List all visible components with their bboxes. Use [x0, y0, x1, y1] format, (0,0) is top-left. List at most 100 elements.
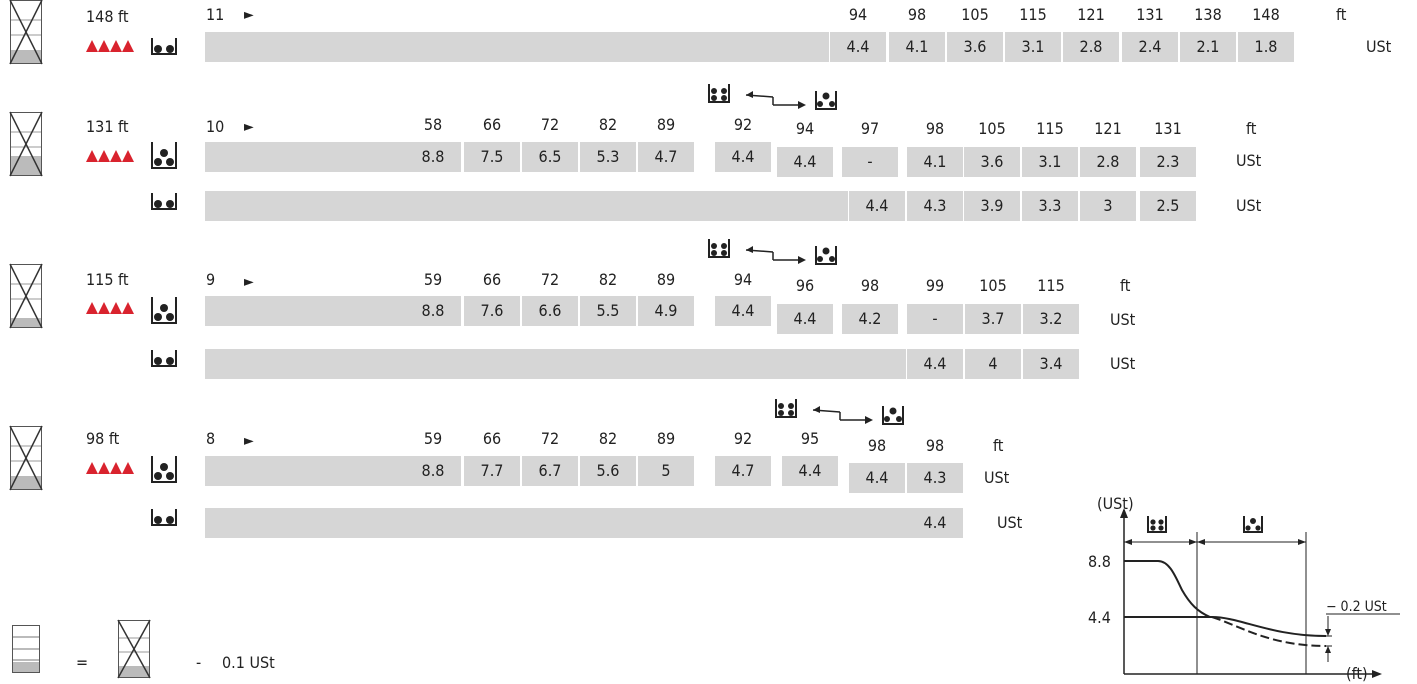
- mast-crossed-icon: [9, 425, 43, 491]
- load-bar: [205, 349, 906, 379]
- load-bar: [205, 142, 410, 172]
- mast-crossed-icon: [117, 619, 151, 679]
- table-header: 121: [1077, 5, 1105, 24]
- counterweight-switch-icon: [708, 84, 837, 110]
- section-boom-label: 11: [206, 5, 225, 24]
- table-cell: 4.4: [777, 304, 833, 334]
- table-header: 66: [482, 270, 502, 289]
- section-height-label: 98 ft: [86, 429, 120, 448]
- load-bar: [205, 191, 848, 221]
- counterweight-three-icon: [151, 297, 177, 324]
- table-header: 99: [925, 276, 945, 295]
- table-cell: 5.6: [580, 456, 636, 486]
- counterweight-two-icon: [151, 509, 177, 526]
- play-arrow-icon: ►: [244, 433, 254, 449]
- outrigger-red-icon: [86, 150, 134, 162]
- unit-label: ft: [1246, 119, 1257, 138]
- unit-label: USt: [1110, 310, 1136, 329]
- graph-y-value-high: 8.8: [1088, 552, 1111, 571]
- table-header: 148: [1252, 5, 1280, 24]
- load-curve-graph: [1120, 508, 1400, 678]
- table-header: 138: [1194, 5, 1222, 24]
- table-cell: 4.4: [849, 463, 905, 493]
- table-header: 98: [925, 119, 945, 138]
- graph-y-value-low: 4.4: [1088, 608, 1111, 627]
- section-boom-label: 9: [206, 270, 216, 289]
- table-cell: 2.8: [1063, 32, 1119, 62]
- table-cell: 4.1: [889, 32, 945, 62]
- table-header: 66: [482, 429, 502, 448]
- play-arrow-icon: ►: [244, 119, 254, 135]
- table-header: 72: [540, 270, 560, 289]
- counterweight-two-icon: [151, 350, 177, 367]
- table-cell: 2.5: [1140, 191, 1196, 221]
- table-cell: 4: [965, 349, 1021, 379]
- table-header: 89: [656, 429, 676, 448]
- table-header: 92: [733, 115, 753, 134]
- table-cell: 5.3: [580, 142, 636, 172]
- table-header: 94: [733, 270, 753, 289]
- table-header: 82: [598, 115, 618, 134]
- table-cell: 4.7: [715, 456, 771, 486]
- load-bar: [205, 296, 410, 326]
- mast-crossed-icon: [9, 0, 43, 65]
- mast-plain-icon: [12, 625, 40, 673]
- table-header: 66: [482, 115, 502, 134]
- unit-label: USt: [1366, 37, 1392, 56]
- table-cell: 3.1: [1022, 147, 1078, 177]
- table-header: 59: [423, 270, 443, 289]
- table-header: 92: [733, 429, 753, 448]
- table-header: 89: [656, 115, 676, 134]
- table-cell: 8.8: [405, 456, 461, 486]
- table-cell: 8.8: [405, 296, 461, 326]
- counterweight-three-icon: [151, 142, 177, 169]
- unit-label: USt: [1236, 151, 1262, 170]
- table-header: 115: [1037, 276, 1065, 295]
- table-cell: 5: [638, 456, 694, 486]
- counterweight-switch-icon: [775, 399, 904, 425]
- table-cell: 3.6: [947, 32, 1003, 62]
- table-cell: 4.4: [777, 147, 833, 177]
- table-header: 72: [540, 115, 560, 134]
- table-header: 121: [1094, 119, 1122, 138]
- outrigger-red-icon: [86, 40, 134, 52]
- play-arrow-icon: ►: [244, 274, 254, 290]
- table-header: 94: [848, 5, 868, 24]
- counterweight-two-icon: [151, 38, 177, 55]
- table-header: 59: [423, 429, 443, 448]
- table-header: 105: [979, 276, 1007, 295]
- counterweight-two-icon: [151, 193, 177, 210]
- section-height-label: 148 ft: [86, 7, 129, 26]
- table-header: 131: [1154, 119, 1182, 138]
- table-cell: 4.4: [907, 508, 963, 538]
- table-cell: 4.2: [842, 304, 898, 334]
- section-height-label: 131 ft: [86, 117, 129, 136]
- section-boom-label: 8: [206, 429, 216, 448]
- graph-y-axis-label: (USt): [1097, 494, 1134, 513]
- table-cell: -: [842, 147, 898, 177]
- table-cell: 2.1: [1180, 32, 1236, 62]
- unit-label: USt: [997, 513, 1023, 532]
- table-cell: 4.9: [638, 296, 694, 326]
- counterweight-switch-icon: [708, 239, 837, 265]
- outrigger-red-icon: [86, 302, 134, 314]
- table-cell: 3.4: [1023, 349, 1079, 379]
- table-cell: 5.5: [580, 296, 636, 326]
- table-cell: 3.7: [965, 304, 1021, 334]
- table-header: 82: [598, 270, 618, 289]
- unit-label: ft: [993, 436, 1004, 455]
- table-cell: 1.8: [1238, 32, 1294, 62]
- outrigger-red-icon: [86, 462, 134, 474]
- table-cell: 7.6: [464, 296, 520, 326]
- table-cell: 3.1: [1005, 32, 1061, 62]
- table-header: 95: [800, 429, 820, 448]
- load-bar: [205, 508, 907, 538]
- unit-label: ft: [1120, 276, 1131, 295]
- section-boom-label: 10: [206, 117, 225, 136]
- unit-label: ft: [1336, 5, 1347, 24]
- table-cell: 3.2: [1023, 304, 1079, 334]
- unit-label: USt: [1236, 196, 1262, 215]
- table-cell: 2.4: [1122, 32, 1178, 62]
- legend-minus: -: [196, 653, 202, 672]
- section-height-label: 115 ft: [86, 270, 129, 289]
